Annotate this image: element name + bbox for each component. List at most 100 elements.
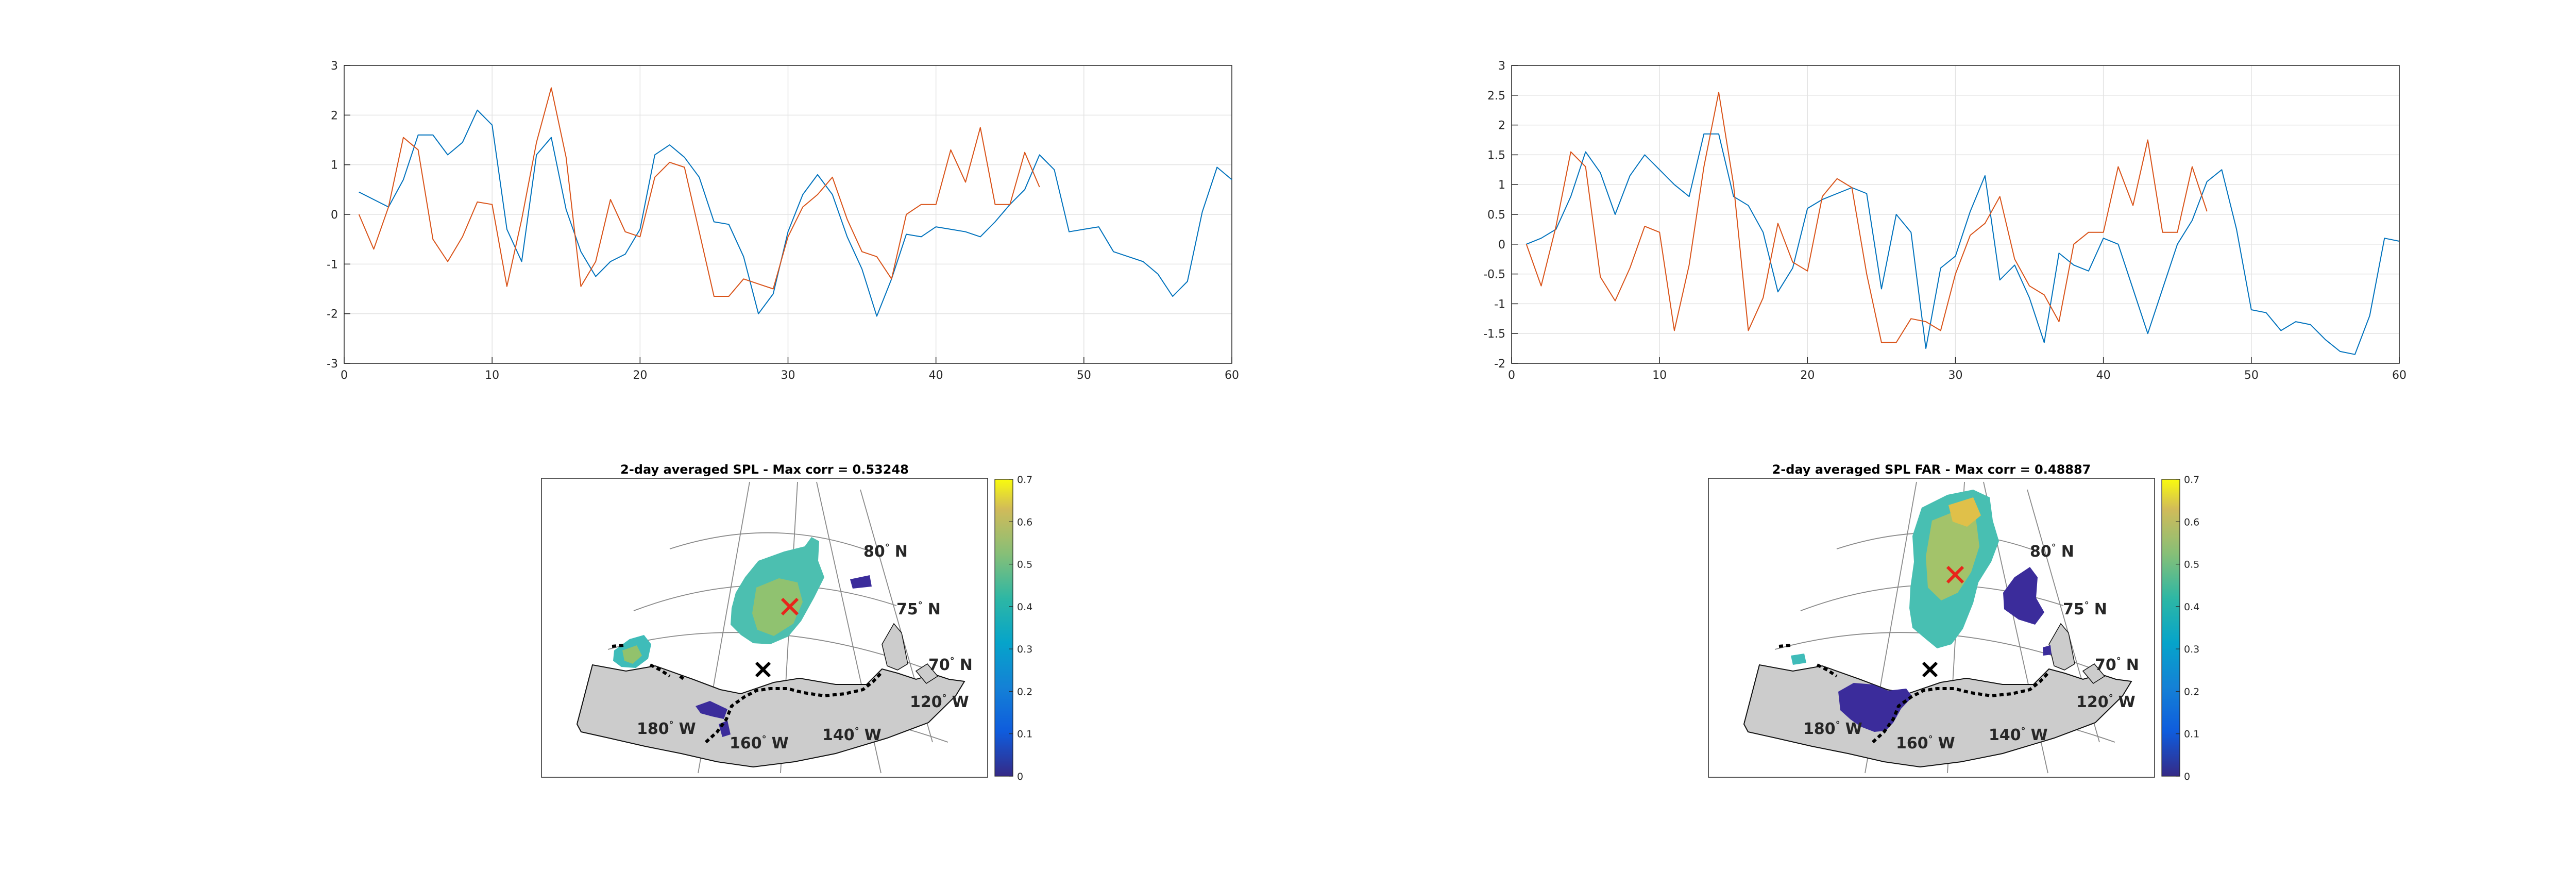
map-1-colorbar-tick-label-6: 0.6 [1017,516,1032,528]
map-2-lat-75-deg-sign: ° [2084,600,2089,611]
svg-text:140°W: 140° W [822,726,882,744]
chart-1-y-tick-label-1: -2 [327,308,338,321]
chart-1-y-tick-label-5: 2 [331,109,338,122]
map-1-lon-140: 140 [822,726,855,744]
map-1-colorbar-tick-label-3: 0.3 [1017,644,1032,655]
chart-2-series-1-line [1526,133,2400,355]
chart-2-x-tick-label-4: 40 [2096,369,2111,382]
svg-text:140°W: 140° W [1989,726,2048,744]
svg-text:75°N: 75° N [896,600,941,618]
map-1-colorbar-tick-label-5: 0.5 [1017,559,1032,571]
svg-text:180°W: 180° W [1803,720,1862,738]
map-2-station-track [1778,644,2050,744]
map-1-lon-120-suffix: W [952,693,969,711]
map-1-lon-140-deg-sign: ° [855,726,859,737]
map-2-lon-labels: 120° W 140° W 160° W 180° W [1803,693,2136,752]
map-2-lon-140-deg-sign: ° [2021,726,2026,737]
map-2-west-corr-region [1791,654,1806,665]
svg-text:70°N: 70° N [2095,656,2139,674]
chart-2-y-tick-label-8: 2 [1498,120,1505,132]
map-2-lon-160-deg-sign: ° [1928,734,1933,745]
map-2-station-marker [1922,661,1938,678]
chart-1-x-tick-label-0: 0 [341,369,348,382]
chart-2-x-tick-label-5: 50 [2244,369,2259,382]
map-2-lat-70: 70 [2095,656,2116,674]
line-chart-2: 0 10 20 30 40 50 60 -2 -1.5 -1 -0.5 0 0.5 1 1.5 2 2.5 3 [1483,60,2406,382]
map-1-colorbar-tick-label-2: 0.2 [1017,686,1032,697]
svg-text:160°W: 160° W [730,734,789,752]
map-2-island-2 [2082,663,2106,684]
map-2-colorbar-tick-label-7: 0.7 [2184,474,2199,486]
map-1-lon-180-deg-sign: ° [669,720,674,730]
map-1-lat-80-suffix: N [895,543,908,561]
map-1-low-corr-region [850,575,872,589]
map-2-title: 2-day averaged SPL FAR - Max corr = 0.48… [1772,462,2091,477]
map-1-title: 2-day averaged SPL - Max corr = 0.53248 [620,462,909,477]
map-1-lat-70: 70 [928,656,950,674]
chart-1-y-tick-label-3: 0 [331,209,338,222]
chart-1-y-ticks: -3 -2 -1 0 1 2 3 [327,60,350,371]
chart-2-y-ticks: -2 -1.5 -1 -0.5 0 0.5 1 1.5 2 2.5 3 [1483,60,1518,371]
map-1-lat-70-suffix: N [960,656,973,674]
map-1-colorbar-tick-label-7: 0.7 [1017,474,1032,486]
chart-1-y-tick-label-6: 3 [331,60,338,73]
map-2-lat-75-suffix: N [2094,600,2107,618]
map-2: 2-day averaged SPL FAR - Max corr = 0.48… [1708,462,2199,782]
map-2-colorbar-tick-label-3: 0.3 [2184,644,2199,655]
map-1-colorbar-ticks: 0 0.1 0.2 0.3 0.4 0.5 0.6 0.7 [1009,474,1032,782]
chart-2-x-tick-label-3: 30 [1948,369,1963,382]
map-1-lat-80-deg-sign: ° [885,542,890,553]
svg-text:120°W: 120° W [910,693,969,711]
map-1-lon-160-suffix: W [772,734,789,752]
map-2-lon-140-suffix: W [2031,726,2048,744]
chart-2-y-tick-label-3: -0.5 [1483,269,1505,281]
map-2-lon-180-deg-sign: ° [1836,720,1840,730]
map-2-lon-120-suffix: W [2119,693,2136,711]
chart-2-y-tick-label-1: -1.5 [1483,328,1505,341]
map-1-max-corr-marker [781,597,799,616]
map-1-lat-75-deg-sign: ° [918,600,923,611]
map-1-lat-70-deg-sign: ° [950,656,955,666]
map-1-station-track [612,644,884,744]
chart-2-y-tick-label-0: -2 [1494,358,1505,371]
map-1-lat-75-suffix: N [928,600,941,618]
map-2-colorbar-tick-label-6: 0.6 [2184,516,2199,528]
map-2-lat-70-deg-sign: ° [2116,656,2121,666]
map-2-colorbar-tick-label-1: 0.1 [2184,729,2199,740]
map-2-lon-160-suffix: W [1938,734,1955,752]
map-1-colorbar-tick-label-1: 0.1 [1017,729,1032,740]
map-2-lon-160: 160 [1896,734,1928,752]
map-2-lat-labels: 80° N 75° N 70° N [2030,542,2139,674]
map-1-lat-75: 75 [896,600,918,618]
chart-1-x-tick-label-5: 50 [1077,369,1091,382]
map-2-lon-140: 140 [1989,726,2021,744]
chart-2-y-tick-label-6: 1 [1498,179,1505,192]
map-1-lon-160-deg-sign: ° [762,734,767,745]
map-1-lon-120: 120 [910,693,942,711]
map-1-peak-corr-region [752,578,803,636]
map-2-colorbar [2161,479,2180,777]
chart-2-x-tick-label-1: 10 [1652,369,1667,382]
chart-1-x-tick-label-1: 10 [485,369,499,382]
map-2-colorbar-tick-label-5: 0.5 [2184,559,2199,571]
chart-2-y-tick-label-9: 2.5 [1487,90,1505,103]
map-2-lon-120: 120 [2076,693,2109,711]
chart-1-y-tick-label-4: 1 [331,159,338,172]
map-2-max-corr-marker [1946,565,1964,584]
chart-2-y-tick-label-10: 3 [1498,60,1505,73]
svg-text:120°W: 120° W [2076,693,2136,711]
chart-1-x-tick-label-2: 20 [633,369,647,382]
map-2-low-corr-region-3 [2043,645,2052,656]
map-2-lon-120-deg-sign: ° [2109,693,2113,704]
map-2-low-corr-region [2003,567,2044,625]
map-1-island [882,623,908,671]
map-2-lon-180-suffix: W [1845,720,1862,738]
chart-2-x-tick-label-6: 60 [2392,369,2406,382]
map-1-lat-labels: 80° N 75° N 70° N [863,542,973,674]
svg-text:75°N: 75° N [2063,600,2107,618]
map-1-low-corr-region-2 [696,701,727,719]
svg-text:180°W: 180° W [637,720,696,738]
svg-text:70°N: 70° N [928,656,973,674]
chart-2-grid [1511,65,2400,364]
